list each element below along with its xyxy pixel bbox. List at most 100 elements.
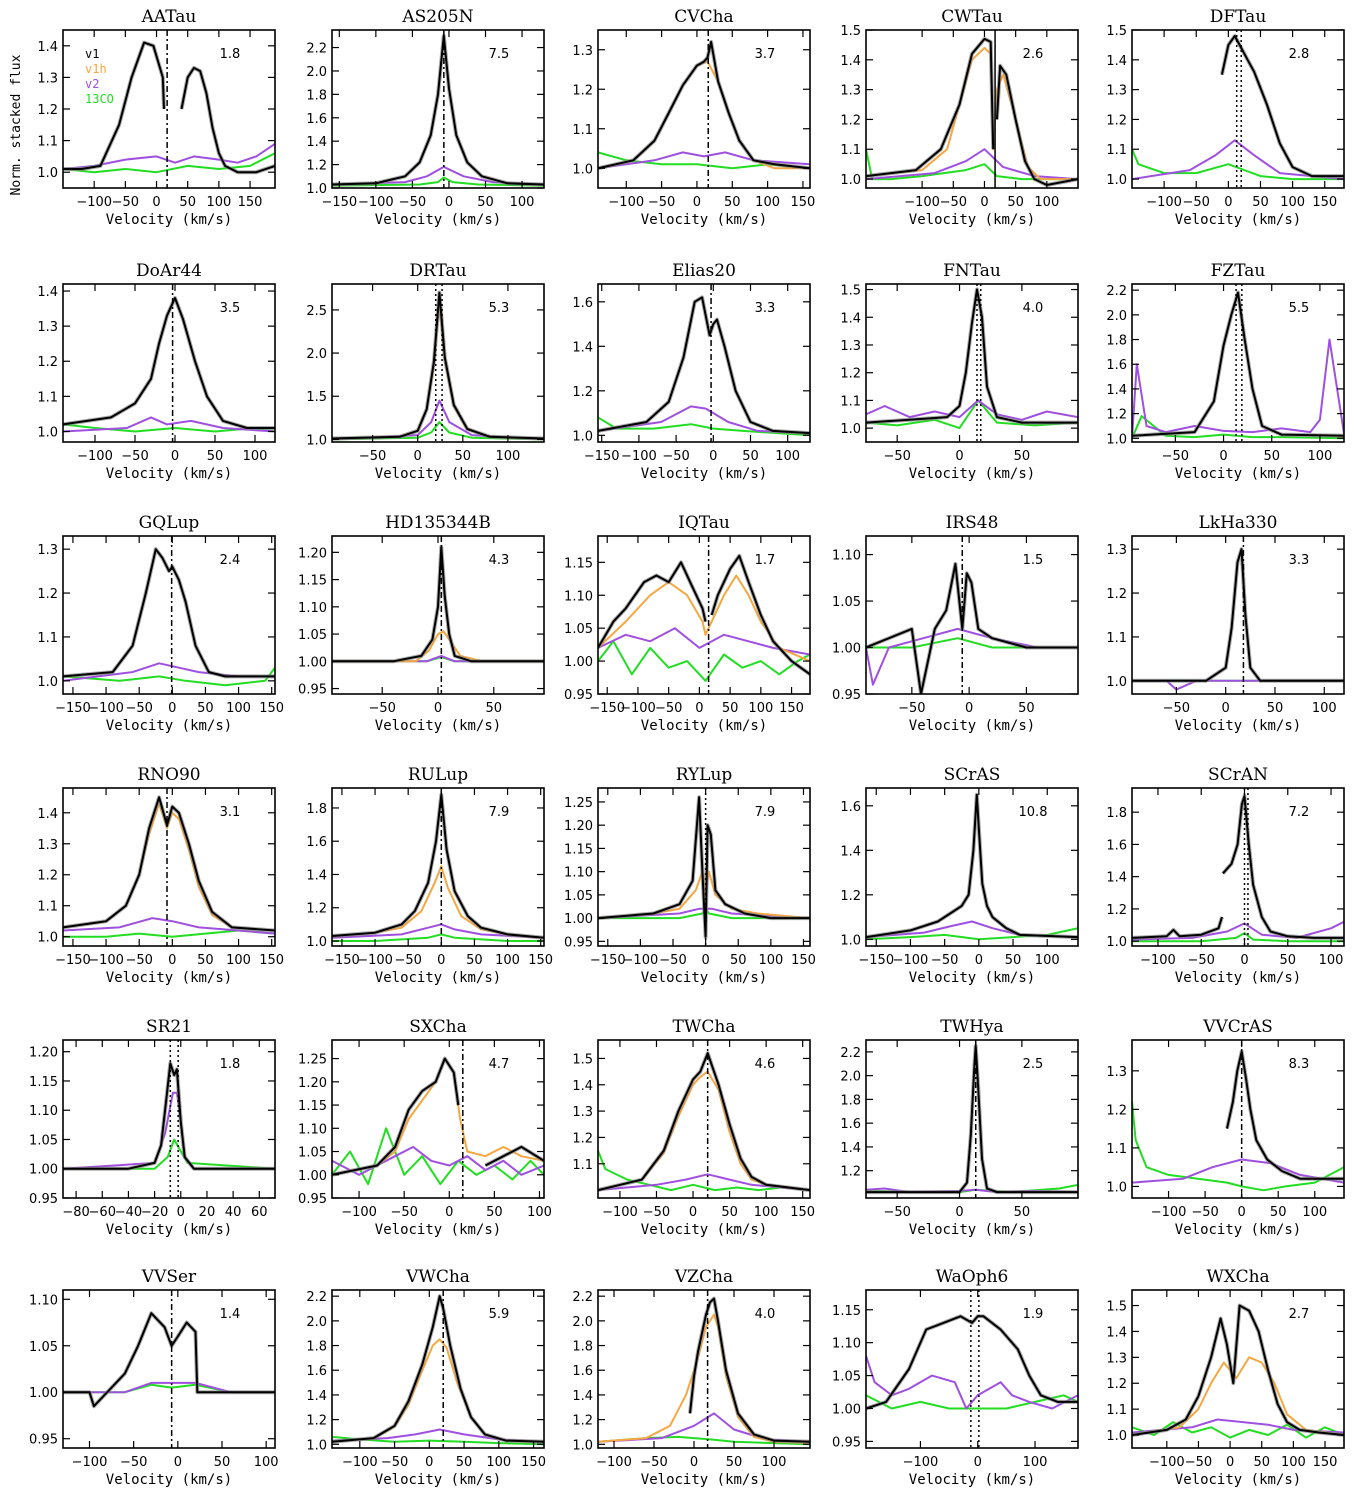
panel-title: FZTau (1211, 261, 1266, 281)
peak-ratio-label: 5.5 (1289, 301, 1310, 316)
series-v2-line (866, 399, 1078, 421)
panel-title: SCrAN (1208, 765, 1268, 785)
panel-frame (331, 1039, 545, 1199)
y-tick-label: 1.0 (572, 429, 593, 444)
x-tick-label: −50 (643, 1205, 670, 1220)
x-tick-label: 0 (177, 1205, 185, 1220)
x-tick-label: 50 (1014, 1205, 1031, 1220)
y-tick-label: 1.25 (298, 1053, 327, 1068)
x-tick-label: −50 (125, 701, 152, 716)
x-tick-label: 100 (1281, 1455, 1306, 1470)
y-tick-label: 1.00 (29, 1163, 58, 1178)
x-axis-label: Velocity (km/s) (909, 718, 1035, 734)
y-tick-label: 2.2 (840, 1046, 861, 1061)
x-tick-label: 100 (243, 449, 268, 464)
x-tick-label: 100 (754, 1205, 779, 1220)
x-tick-label: 50 (1252, 195, 1269, 210)
series-v1-line (63, 1312, 275, 1408)
x-tick-label: 100 (755, 195, 780, 210)
series-v2-line (1132, 1158, 1344, 1184)
x-tick-label: 100 (527, 1205, 552, 1220)
peak-ratio-label: 4.6 (755, 1057, 776, 1072)
series-v1-uncertainty (866, 1314, 1078, 1411)
x-tick-label: 0 (695, 701, 703, 716)
series-group (332, 33, 544, 187)
series-v1-line (1222, 795, 1344, 939)
x-tick-label: −50 (394, 953, 421, 968)
y-tick-label: 1.05 (29, 1133, 58, 1148)
panel-SR21: SR21 −80−60−40−20 0 20 40 60 0.95 1.00 1.05 1.10 1… (29, 1017, 276, 1238)
x-tick-label: 100 (762, 1455, 787, 1470)
series-v1-line (1132, 548, 1344, 682)
x-tick-label: −150 (584, 449, 620, 464)
y-tick-label: 1.4 (306, 868, 327, 883)
x-tick-label: −100 (77, 449, 113, 464)
series-v1-uncertainty (332, 1056, 461, 1177)
y-tick-label: 1.20 (298, 1076, 327, 1091)
y-tick-label: 1.1 (572, 123, 593, 138)
y-tick-label: 1.0 (306, 1438, 327, 1453)
x-tick-label: −40 (115, 1205, 142, 1220)
x-tick-label: 50 (724, 195, 741, 210)
x-tick-label: −50 (648, 195, 675, 210)
x-tick-label: 50 (207, 449, 224, 464)
y-tick-label: 1.0 (306, 182, 327, 197)
x-tick-label: −150 (858, 953, 894, 968)
y-tick-label: 1.2 (37, 587, 58, 602)
series-v1h-line (598, 1070, 810, 1192)
panel-frame (1131, 535, 1345, 695)
peak-ratio-label: 4.7 (489, 1057, 510, 1072)
x-tick-label: −150 (55, 953, 91, 968)
series-group (1132, 290, 1344, 440)
y-tick-label: 1.10 (29, 1293, 58, 1308)
y-tick-label: 1.00 (298, 655, 327, 670)
panel-title: LkHa330 (1199, 513, 1278, 533)
y-tick-label: 1.8 (1106, 806, 1127, 821)
y-tick-label: 1.0 (840, 933, 861, 948)
series-group (1132, 1049, 1344, 1192)
y-tick-label: 0.95 (564, 935, 593, 950)
series-v1-line (332, 1057, 460, 1176)
panel-frame (1131, 1039, 1345, 1199)
y-tick-label: 1.10 (298, 1122, 327, 1137)
x-tick-label: −100 (621, 449, 657, 464)
x-axis-label: Velocity (km/s) (106, 1222, 232, 1238)
series-v1-uncertainty (63, 547, 275, 679)
y-tick-label: 1.0 (572, 1438, 593, 1453)
x-tick-label: 50 (742, 449, 759, 464)
series-v1-line (866, 1315, 1078, 1410)
x-tick-label: 0 (434, 701, 442, 716)
panel-frame (62, 1039, 276, 1199)
x-tick-label: −100 (358, 195, 394, 210)
panel-SCrAS: SCrAS −150−100 −50 0 50 100 1.0 1.2 1.4 1.6 Veloci… (840, 765, 1079, 986)
peak-ratio-label: 2.5 (1023, 1057, 1044, 1072)
y-tick-label: 1.8 (840, 1093, 861, 1108)
panel-title: IRS48 (946, 513, 999, 533)
x-tick-label: −50 (399, 195, 426, 210)
panel-TWCha: TWCha −100 −50 0 50 100 150 1.1 1.2 1.3 1.4 1.5 Velo… (572, 1017, 815, 1238)
x-tick-label: 0 (168, 701, 176, 716)
series-v1-line (332, 1295, 544, 1443)
x-tick-label: −100 (1151, 1205, 1187, 1220)
y-tick-label: 1.2 (306, 902, 327, 917)
series-v2-line (63, 142, 275, 170)
x-tick-label: 150 (521, 1455, 546, 1470)
series-v1h-line (332, 865, 544, 939)
panel-frame (597, 1289, 811, 1449)
y-tick-label: 1.3 (572, 44, 593, 59)
panel-WaOph6: WaOph6 −100 0 100 0.95 1.00 1.05 1.10 1.15 Veloci… (832, 1267, 1079, 1488)
panel-title: FNTau (943, 261, 1001, 281)
series-13CO-line (1132, 1101, 1344, 1192)
y-tick-label: 1.2 (306, 159, 327, 174)
x-tick-label: 0 (414, 449, 422, 464)
peak-ratio-label: 1.7 (755, 553, 776, 568)
y-tick-label: 1.1 (840, 394, 861, 409)
x-tick-label: 100 (1035, 953, 1060, 968)
x-axis-label: Velocity (km/s) (375, 212, 501, 228)
x-axis-label: Velocity (km/s) (375, 1472, 501, 1488)
y-tick-label: 1.1 (1106, 631, 1127, 646)
panel-frame (597, 787, 811, 947)
y-tick-label: 1.4 (37, 285, 58, 300)
series-group (598, 1296, 810, 1446)
panel-title: RULup (408, 765, 468, 785)
